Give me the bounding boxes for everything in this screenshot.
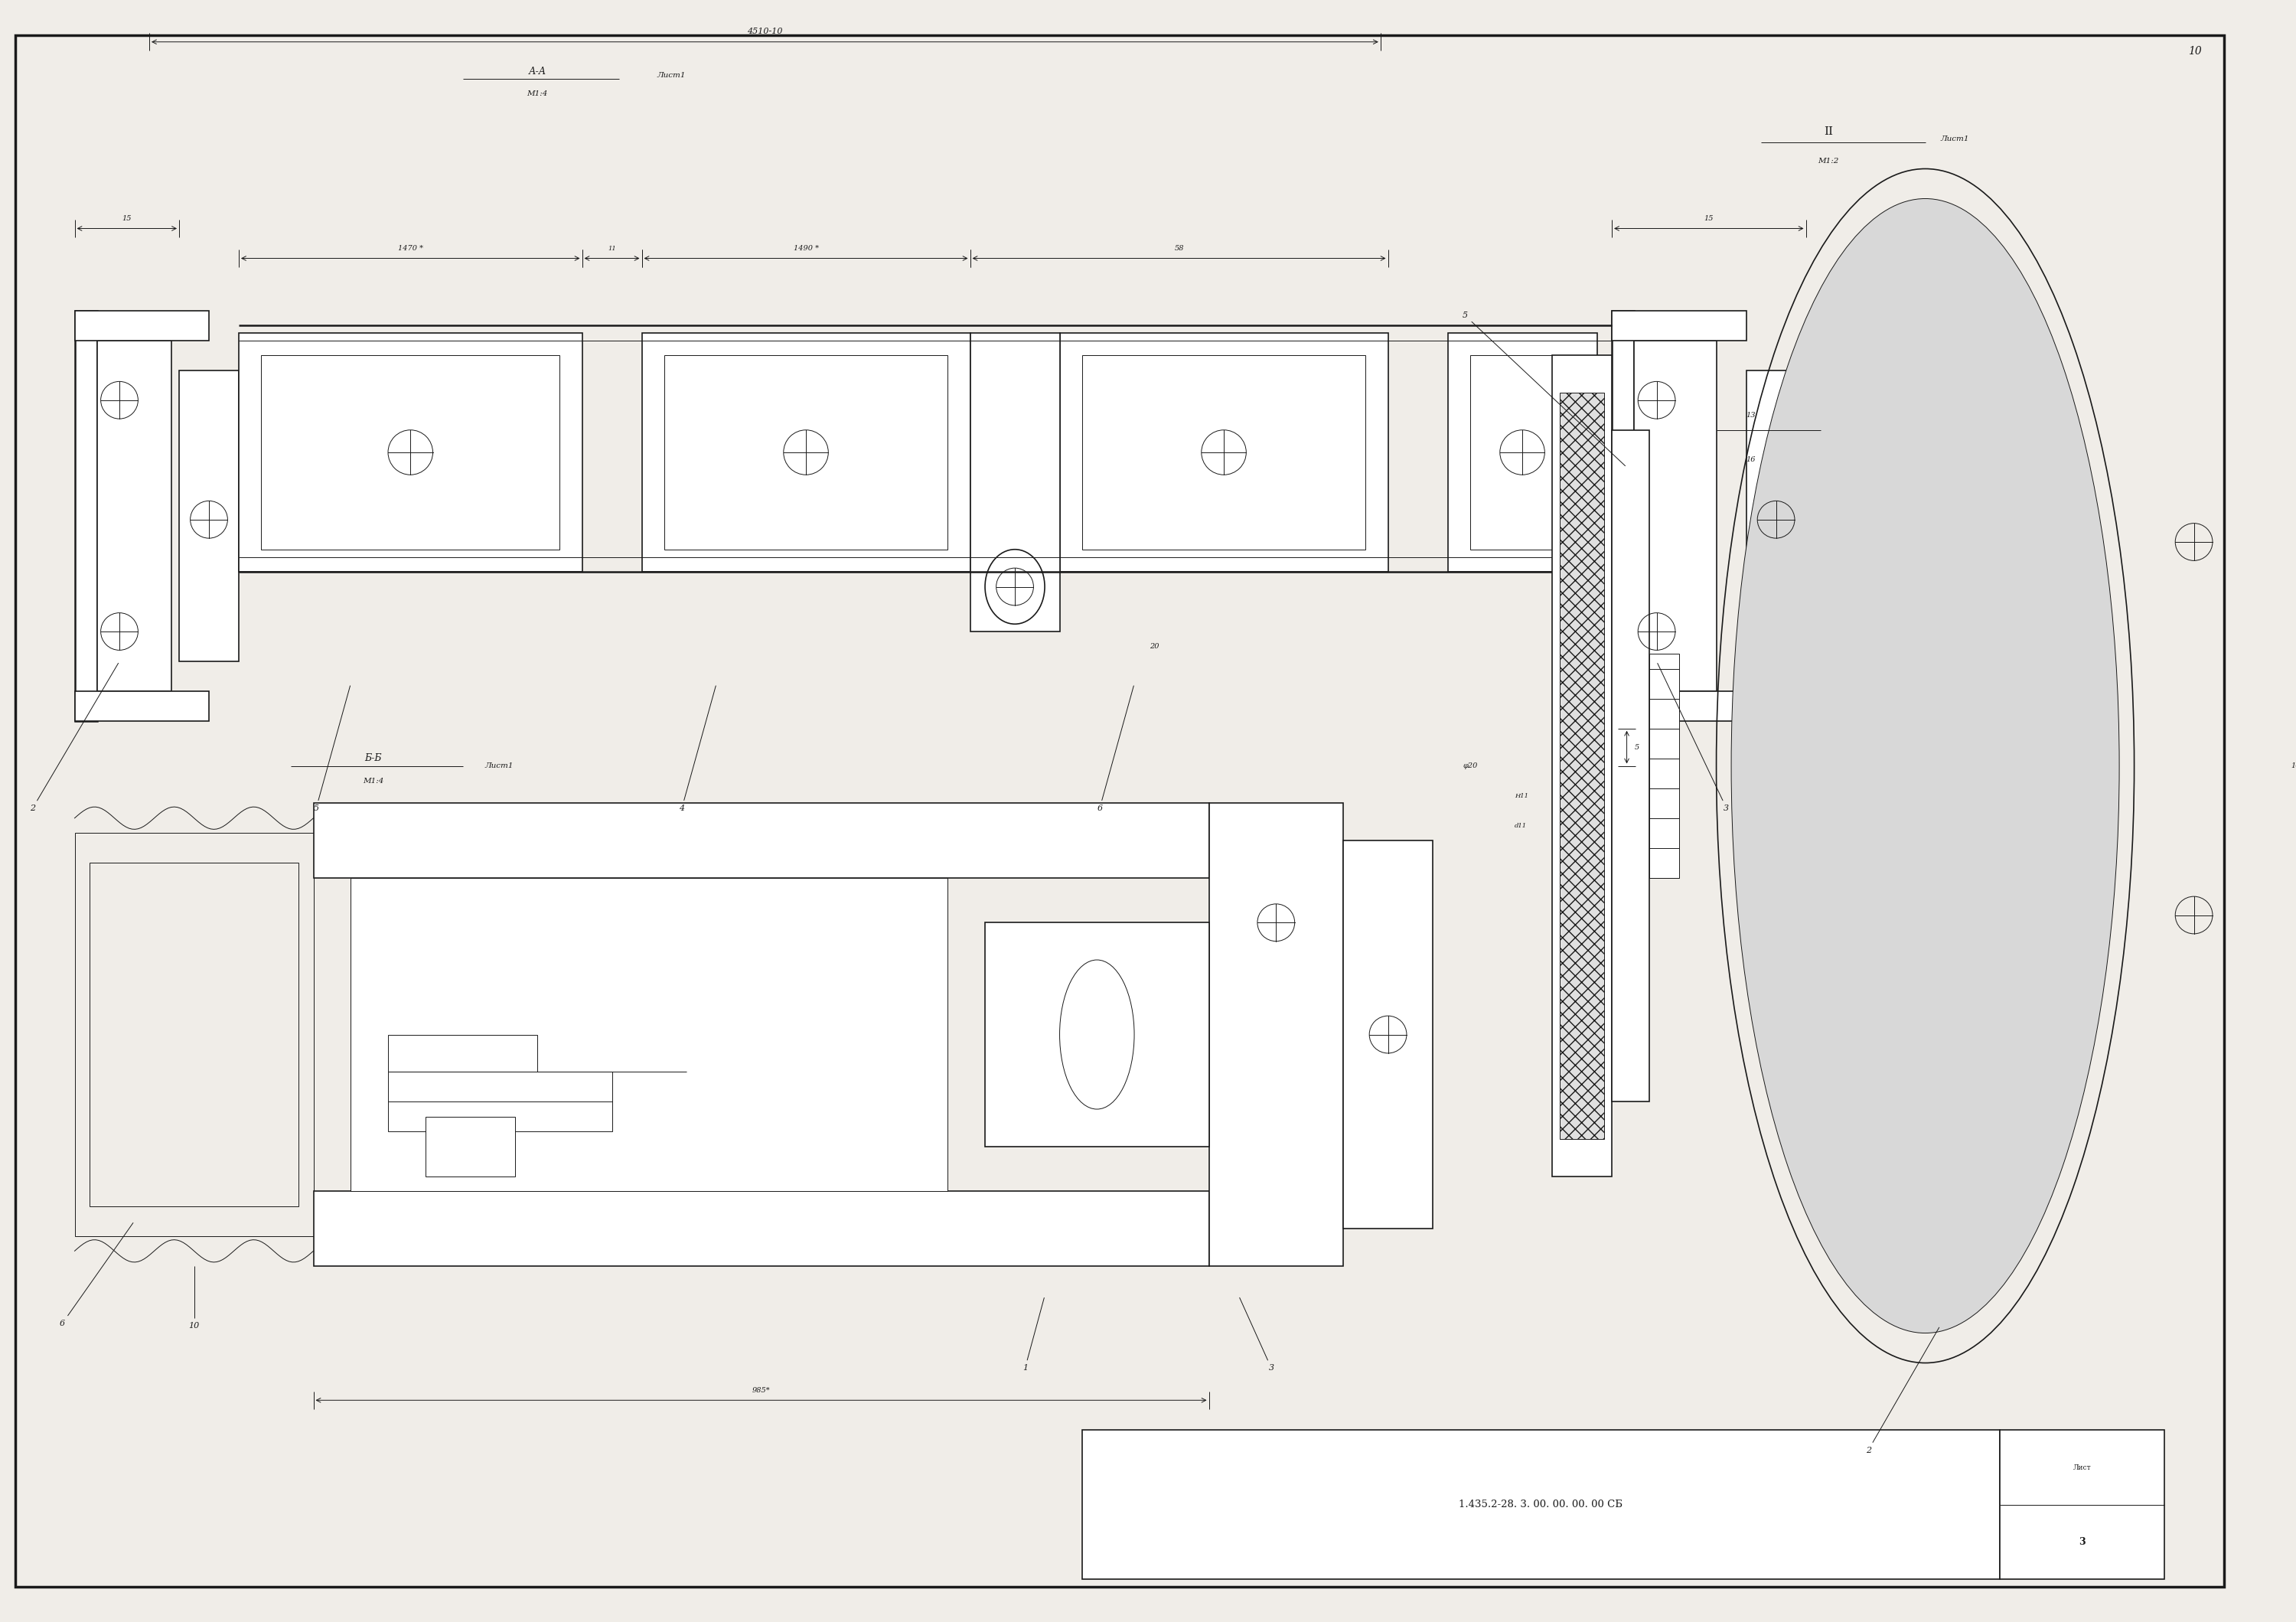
- Bar: [388, 1035, 537, 1072]
- Bar: [1612, 310, 1747, 341]
- Text: II: II: [1823, 127, 1832, 136]
- Bar: [1635, 341, 1717, 691]
- Bar: [76, 310, 96, 722]
- Text: 3: 3: [1240, 1298, 1274, 1372]
- Bar: [315, 1027, 985, 1191]
- Bar: [1210, 803, 1343, 1265]
- Text: Б-Б: Б-Б: [365, 753, 381, 764]
- Text: 3: 3: [2078, 1538, 2085, 1547]
- Bar: [388, 1072, 613, 1132]
- Bar: [1449, 333, 1598, 573]
- Text: 3: 3: [1658, 663, 1729, 813]
- Text: М1:4: М1:4: [526, 91, 549, 97]
- Text: 100**: 100**: [2291, 762, 2296, 769]
- Text: 1.435.2-28. 3. 00. 00. 00. 00 СБ: 1.435.2-28. 3. 00. 00. 00. 00 СБ: [1458, 1500, 1623, 1510]
- Text: 2: 2: [30, 663, 119, 813]
- Ellipse shape: [1731, 198, 2119, 1333]
- Text: Лист: Лист: [2073, 1465, 2092, 1471]
- Bar: [1612, 691, 1747, 722]
- Bar: [425, 1116, 514, 1176]
- Bar: [1612, 310, 1635, 722]
- Bar: [985, 923, 1210, 1147]
- Bar: [2000, 1431, 2165, 1580]
- Text: 6: 6: [60, 1223, 133, 1327]
- Bar: [1469, 355, 1575, 550]
- Bar: [971, 333, 1061, 631]
- Bar: [351, 878, 948, 1191]
- Bar: [1612, 430, 1649, 1101]
- Text: 10: 10: [2188, 45, 2202, 57]
- Text: 15: 15: [122, 214, 131, 222]
- Text: М1:2: М1:2: [1818, 157, 1839, 165]
- Text: 16: 16: [1747, 456, 1756, 464]
- Bar: [643, 333, 971, 573]
- Text: Лист1: Лист1: [657, 71, 687, 79]
- Bar: [664, 355, 948, 550]
- Bar: [76, 834, 315, 1236]
- Text: 4: 4: [680, 686, 716, 813]
- Text: 20: 20: [1150, 642, 1159, 650]
- Text: Лист1: Лист1: [484, 762, 514, 769]
- Text: 58: 58: [1173, 245, 1185, 251]
- Text: d11: d11: [1515, 822, 1527, 829]
- Bar: [239, 573, 1290, 706]
- Text: 6: 6: [1097, 686, 1134, 813]
- Text: 13: 13: [1747, 412, 1756, 418]
- Bar: [1081, 1431, 2000, 1580]
- Bar: [262, 355, 560, 550]
- Text: Лист1: Лист1: [1940, 136, 1970, 143]
- Bar: [90, 863, 298, 1207]
- Bar: [239, 333, 583, 573]
- Bar: [1747, 370, 1807, 662]
- Bar: [315, 1191, 1210, 1265]
- Bar: [1649, 654, 1678, 878]
- Text: 4510-10: 4510-10: [746, 28, 783, 36]
- Text: 11: 11: [608, 245, 615, 251]
- Bar: [1559, 393, 1605, 1139]
- Text: 5: 5: [1463, 311, 1626, 466]
- Text: 1: 1: [1022, 1298, 1045, 1372]
- Text: 10: 10: [188, 1322, 200, 1330]
- Bar: [315, 803, 1210, 878]
- Bar: [1343, 840, 1433, 1228]
- Text: 5: 5: [315, 686, 351, 813]
- Bar: [1081, 355, 1366, 550]
- Bar: [179, 370, 239, 662]
- Text: H11: H11: [1515, 793, 1529, 798]
- Text: 2: 2: [1867, 1327, 1940, 1453]
- Bar: [1552, 355, 1612, 1176]
- Text: М1:4: М1:4: [363, 777, 383, 783]
- Text: А-А: А-А: [528, 67, 546, 76]
- Text: 15: 15: [1704, 214, 1713, 222]
- Bar: [96, 341, 172, 691]
- Text: 985*: 985*: [753, 1387, 769, 1393]
- Text: φ20: φ20: [1463, 762, 1479, 769]
- Text: 1490 *: 1490 *: [794, 245, 820, 251]
- Bar: [76, 691, 209, 722]
- Text: 5: 5: [1635, 744, 1639, 751]
- Bar: [76, 310, 209, 341]
- Text: 1470 *: 1470 *: [397, 245, 422, 251]
- Bar: [1061, 333, 1389, 573]
